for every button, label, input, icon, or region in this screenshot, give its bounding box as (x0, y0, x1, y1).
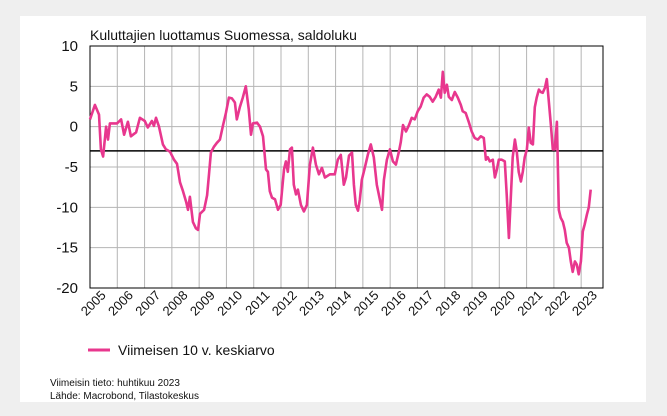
y-tick-label: -5 (65, 159, 78, 176)
panel (20, 16, 646, 402)
y-tick-label: 0 (70, 119, 78, 136)
legend-label: Viimeisen 10 v. keskiarvo (118, 342, 275, 358)
y-tick-label: 5 (70, 78, 78, 95)
series-line (88, 70, 592, 276)
plot-frame (89, 45, 604, 289)
y-tick-label: -15 (56, 240, 78, 257)
y-tick-label: 10 (61, 38, 78, 55)
y-tick-label: -20 (56, 280, 78, 297)
y-tick-label: -10 (56, 199, 78, 216)
note: Lähde: Macrobond, Tilastokeskus (50, 391, 199, 402)
chart-title: Kuluttajien luottamus Suomessa, saldoluk… (90, 27, 357, 43)
note: Viimeisin tieto: huhtikuu 2023 (50, 378, 180, 389)
